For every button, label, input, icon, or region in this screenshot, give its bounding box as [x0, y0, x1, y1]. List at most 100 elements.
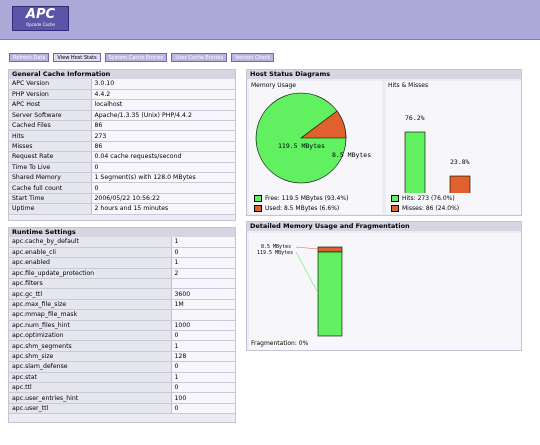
logo-text: APC — [25, 7, 56, 22]
general-cache-row: Time To Live 0 — [9, 162, 235, 174]
fragmentation-title: Detailed Memory Usage and Fragmentation — [247, 222, 521, 231]
legend-hits-text: Hits: 273 (76.0%) — [402, 195, 455, 202]
general-cache-key: APC Version — [9, 79, 92, 90]
runtime-setting-key: apc.file_update_protection — [9, 268, 172, 280]
runtime-setting-key: apc.cache_by_default — [9, 237, 172, 248]
general-cache-row: Request Rate 0.04 cache requests/second — [9, 151, 235, 163]
runtime-setting-value: 1000 — [171, 320, 235, 332]
free-leader-line — [295, 251, 319, 294]
runtime-setting-row: apc.mmap_file_mask — [9, 309, 235, 321]
runtime-setting-row: apc.gc_ttl 3600 — [9, 288, 235, 300]
runtime-setting-key: apc.optimization — [9, 330, 172, 342]
pie-free-value-label: 119.5 MBytes — [278, 142, 325, 150]
runtime-setting-value: 1 — [171, 372, 235, 383]
legend-free: Free: 119.5 MBytes (93.4%) — [254, 195, 348, 202]
runtime-setting-row: apc.user_ttl 0 — [9, 403, 235, 415]
general-cache-value: 0 — [91, 162, 235, 174]
runtime-setting-key: apc.enabled — [9, 257, 172, 269]
memory-usage-label: Memory Usage — [251, 82, 297, 89]
general-cache-value: 86 — [91, 141, 235, 153]
runtime-setting-value: 128 — [171, 351, 235, 363]
runtime-settings-title: Runtime Settings — [9, 228, 235, 237]
general-cache-value: 273 — [91, 130, 235, 142]
runtime-settings-table: apc.cache_by_default 1 apc.enable_cli 0 apc.… — [9, 237, 235, 415]
memory-usage-box: Memory Usage 119.5 MBytes 8.5 MBytes Fre… — [249, 81, 382, 214]
general-cache-row: Misses 86 — [9, 141, 235, 153]
used-swatch — [254, 205, 262, 212]
hits-misses-bar-chart: 76.2% 23.8% — [404, 114, 471, 193]
fragmentation-used-segment — [317, 246, 343, 253]
general-cache-panel: General Cache Information APC Version 3.0… — [8, 69, 236, 221]
runtime-setting-key: apc.gc_ttl — [9, 288, 172, 300]
general-cache-value: 2 hours and 15 minutes — [91, 203, 235, 215]
runtime-setting-key: apc.user_entries_hint — [9, 392, 172, 404]
general-cache-row: Server Software Apache/1.3.35 (Unix) PHP/… — [9, 110, 235, 122]
general-cache-row: Cached Files 86 — [9, 120, 235, 132]
runtime-setting-row: apc.optimization 0 — [9, 330, 235, 342]
logo-subtext: Opcode Cache — [25, 22, 56, 27]
general-cache-row: Hits 273 — [9, 130, 235, 142]
hits-swatch — [391, 195, 399, 202]
general-cache-key: Uptime — [9, 203, 92, 215]
misses-pct-label: 23.8% — [450, 158, 470, 166]
runtime-setting-key: apc.enable_cli — [9, 247, 172, 259]
runtime-setting-value: 1 — [171, 237, 235, 248]
runtime-setting-value: 2 — [171, 268, 235, 280]
runtime-setting-value — [171, 309, 235, 321]
runtime-setting-value — [171, 278, 235, 290]
user-cache-entries-button[interactable]: User Cache Entries — [171, 53, 227, 62]
runtime-setting-value: 100 — [171, 392, 235, 404]
free-swatch — [254, 195, 262, 202]
host-status-title: Host Status Diagrams — [247, 70, 521, 79]
runtime-setting-value: 0 — [171, 361, 235, 373]
fragmentation-text: Fragmentation: 0% — [251, 340, 309, 347]
general-cache-value: 2006/05/22 10:56:22 — [91, 193, 235, 205]
general-cache-key: APC Host — [9, 99, 92, 111]
runtime-setting-value: 0 — [171, 382, 235, 394]
pie-used-value-label: 8.5 MBytes — [332, 151, 371, 159]
memory-pie-chart: 119.5 MBytes 8.5 MBytes — [255, 92, 371, 184]
general-cache-row: Uptime 2 hours and 15 minutes — [9, 203, 235, 215]
runtime-setting-row: apc.user_entries_hint 100 — [9, 392, 235, 404]
runtime-setting-row: apc.max_file_size 1M — [9, 299, 235, 311]
runtime-setting-key: apc.num_files_hint — [9, 320, 172, 332]
system-cache-entries-button[interactable]: System Cache Entries — [104, 53, 168, 62]
runtime-setting-value: 0 — [171, 330, 235, 342]
runtime-setting-value: 3600 — [171, 288, 235, 300]
fragmentation-free-segment — [317, 251, 343, 337]
legend-used-text: Used: 8.5 MBytes (6.6%) — [265, 205, 340, 212]
runtime-setting-key: apc.filters — [9, 278, 172, 290]
version-check-button[interactable]: Version Check — [230, 53, 275, 62]
view-host-stats-button[interactable]: View Host Stats — [53, 53, 101, 62]
misses-swatch — [391, 205, 399, 212]
runtime-setting-row: apc.file_update_protection 2 — [9, 268, 235, 280]
runtime-setting-key: apc.stat — [9, 372, 172, 383]
refresh-data-button[interactable]: Refresh Data — [9, 53, 50, 62]
runtime-setting-row: apc.stat 1 — [9, 372, 235, 383]
general-cache-key: Time To Live — [9, 162, 92, 174]
legend-free-text: Free: 119.5 MBytes (93.4%) — [265, 195, 349, 202]
runtime-setting-value: 1 — [171, 340, 235, 352]
fragmentation-chart: 8.5 MBytes 119.5 MBytes — [257, 244, 343, 337]
runtime-setting-row: apc.enable_cli 0 — [9, 247, 235, 259]
runtime-setting-key: apc.ttl — [9, 382, 172, 394]
general-cache-value: localhost — [91, 99, 235, 111]
legend-hits: Hits: 273 (76.0%) — [391, 195, 455, 202]
general-cache-key: Request Rate — [9, 151, 92, 163]
general-cache-value: 4.4.2 — [91, 89, 235, 101]
general-cache-row: Start Time 2006/05/22 10:56:22 — [9, 193, 235, 205]
hits-bar — [404, 131, 426, 193]
runtime-setting-row: apc.shm_size 128 — [9, 351, 235, 363]
hits-pct-label: 76.2% — [405, 114, 425, 122]
misses-bar — [449, 175, 471, 193]
runtime-setting-value: 1 — [171, 257, 235, 269]
runtime-setting-key: apc.mmap_file_mask — [9, 309, 172, 321]
general-cache-key: Cached Files — [9, 120, 92, 132]
general-cache-row: PHP Version 4.4.2 — [9, 89, 235, 101]
header-bar: APC Opcode Cache — [0, 0, 540, 40]
general-cache-key: Cache full count — [9, 182, 92, 194]
runtime-setting-key: apc.user_ttl — [9, 403, 172, 415]
general-cache-key: Misses — [9, 141, 92, 153]
general-cache-row: APC Host localhost — [9, 99, 235, 111]
general-cache-row: APC Version 3.0.10 — [9, 79, 235, 90]
